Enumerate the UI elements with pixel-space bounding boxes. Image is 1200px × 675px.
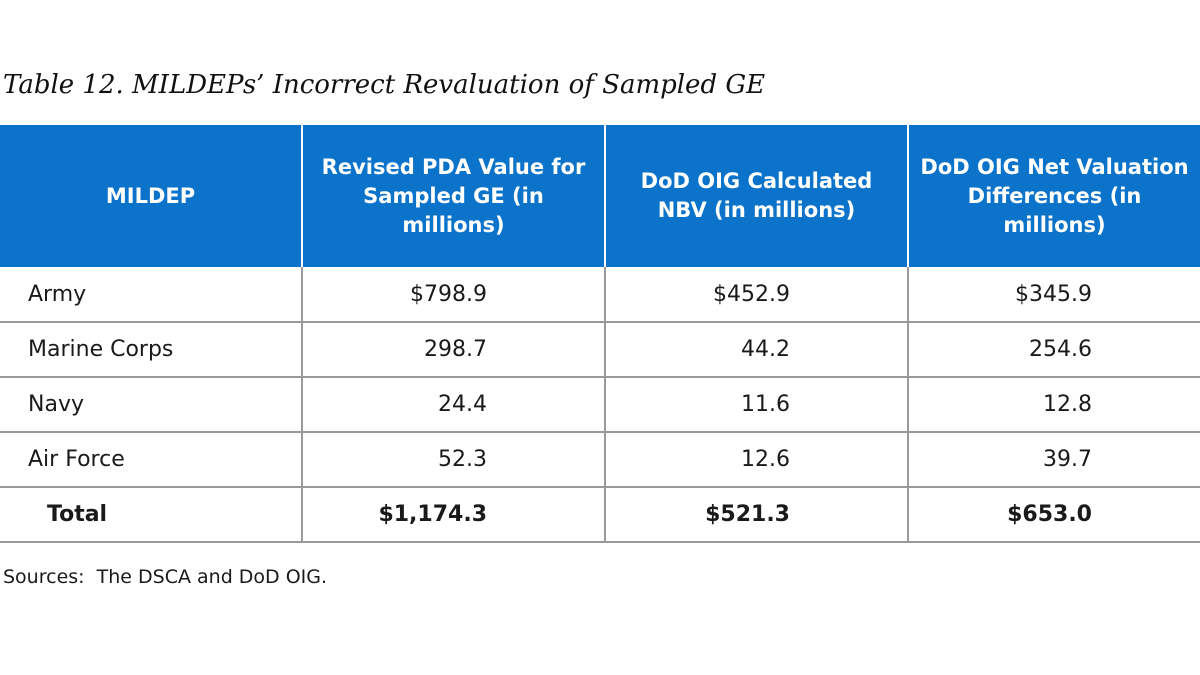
cell-calculated-nbv: 12.6 [604,431,908,487]
total-label: Total [0,486,302,543]
cell-mildep: Air Force [0,431,302,487]
cell-calculated-nbv: 44.2 [604,321,908,377]
header-net-valuation-differences: DoD OIG Net Valuation Differences (in mi… [907,125,1200,267]
header-revised-pda-value: Revised PDA Value for Sampled GE (in mil… [301,125,605,267]
table-row: Marine Corps 298.7 44.2 254.6 [0,321,1200,377]
total-row: Total $1,174.3 $521.3 $653.0 [0,486,1200,543]
total-revised-pda-value: $1,174.3 [301,486,605,543]
data-table: MILDEP Revised PDA Value for Sampled GE … [0,125,1200,543]
cell-net-difference: $345.9 [907,267,1200,322]
cell-revised-pda-value: $798.9 [301,267,605,322]
total-calculated-nbv: $521.3 [604,486,908,543]
table-row: Army $798.9 $452.9 $345.9 [0,267,1200,322]
cell-mildep: Army [28,281,87,307]
total-net-difference: $653.0 [907,486,1200,543]
cell-mildep: Navy [0,376,302,432]
cell-net-difference: 254.6 [907,321,1200,377]
table-row: Air Force 52.3 12.6 39.7 [0,431,1200,487]
cell-revised-pda-value: 52.3 [301,431,605,487]
header-mildep: MILDEP [0,125,302,267]
cell-net-difference: 12.8 [907,376,1200,432]
header-row: MILDEP Revised PDA Value for Sampled GE … [0,125,1200,267]
sources-note: Sources: The DSCA and DoD OIG. [3,566,328,588]
cell-net-difference: 39.7 [907,431,1200,487]
cell-calculated-nbv: $452.9 [604,267,908,322]
table-caption: Table 12. MILDEPs’ Incorrect Revaluation… [3,70,766,100]
cell-revised-pda-value: 24.4 [301,376,605,432]
cell-calculated-nbv: 11.6 [604,376,908,432]
cell-mildep: Marine Corps [0,321,302,377]
table-row: Navy 24.4 11.6 12.8 [0,376,1200,432]
cell-revised-pda-value: 298.7 [301,321,605,377]
header-oig-calculated-nbv: DoD OIG Calculated NBV (in millions) [604,125,908,267]
